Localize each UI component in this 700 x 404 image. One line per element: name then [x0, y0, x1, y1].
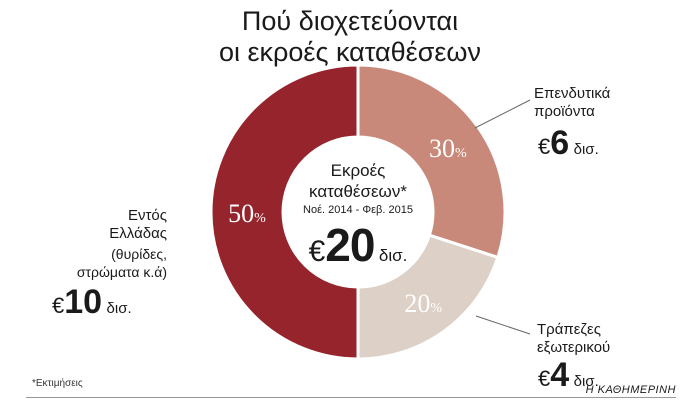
amount-foreign-banks-value: 4 — [550, 356, 570, 394]
euro-sign: € — [52, 293, 65, 318]
donut-slice — [356, 233, 500, 361]
chart-title-line-2: οι εκροές καταθέσεων — [219, 37, 481, 67]
publisher-credit: Η ΚΑΘΗΜΕΡΙΝΗ — [585, 384, 676, 396]
amount-investment: €6 δισ. — [538, 124, 599, 163]
centre-amount: €20 δισ. — [280, 218, 436, 272]
amount-domestic: €10 δισ. — [52, 283, 132, 322]
amount-unit: δισ. — [106, 300, 132, 317]
euro-sign: € — [538, 134, 551, 159]
donut-slice — [356, 63, 507, 260]
donut-slice — [209, 63, 360, 361]
footnote: *Εκτιμήσεις — [32, 378, 83, 389]
label-investment-line-2: προϊόντα — [534, 103, 595, 120]
amount-unit: δισ. — [573, 141, 599, 158]
label-foreign-banks-line-2: εξωτερικού — [537, 339, 611, 356]
label-domestic-detail: (θυρίδες, στρώματα κ.ά) — [40, 245, 167, 281]
label-investment: Επενδυτικά προϊόντα — [534, 85, 610, 121]
amount-foreign-banks: €4 δισ. — [538, 356, 599, 395]
centre-euro-sign: € — [308, 235, 326, 268]
label-domestic-line-2: Ελλάδας — [109, 225, 167, 242]
label-domestic-line-1: Εντός — [127, 207, 167, 224]
centre-title-line-1: Εκροές — [330, 161, 386, 180]
leader-line-foreign-banks — [475, 315, 531, 335]
leader-line-investment — [474, 99, 531, 129]
centre-unit: δισ. — [378, 246, 408, 265]
label-domestic: Εντός Ελλάδας — [72, 207, 167, 243]
slice-percent-label: 50% — [228, 199, 266, 228]
slice-percent-label: 20% — [404, 289, 442, 318]
centre-title: Εκροές καταθέσεων* — [280, 160, 436, 202]
amount-investment-value: 6 — [550, 124, 570, 162]
slice-percent-label: 30% — [429, 134, 467, 163]
label-foreign-banks: Τράπεζες εξωτερικού — [537, 321, 610, 357]
euro-sign: € — [538, 366, 551, 391]
label-domestic-line-4: στρώματα κ.ά) — [76, 264, 167, 280]
centre-title-line-2: καταθέσεων* — [309, 182, 407, 201]
amount-domestic-value: 10 — [64, 283, 103, 321]
label-investment-line-1: Επενδυτικά — [534, 85, 611, 102]
chart-title-line-1: Πού διοχετεύονται — [241, 6, 459, 36]
label-foreign-banks-line-1: Τράπεζες — [537, 321, 601, 338]
amount-unit: δισ. — [573, 373, 599, 390]
label-domestic-line-3: (θυρίδες, — [111, 246, 167, 262]
centre-value: 20 — [325, 219, 375, 271]
centre-period: Νοέ. 2014 - Φεβ. 2015 — [303, 204, 413, 216]
footer-divider — [26, 397, 676, 398]
